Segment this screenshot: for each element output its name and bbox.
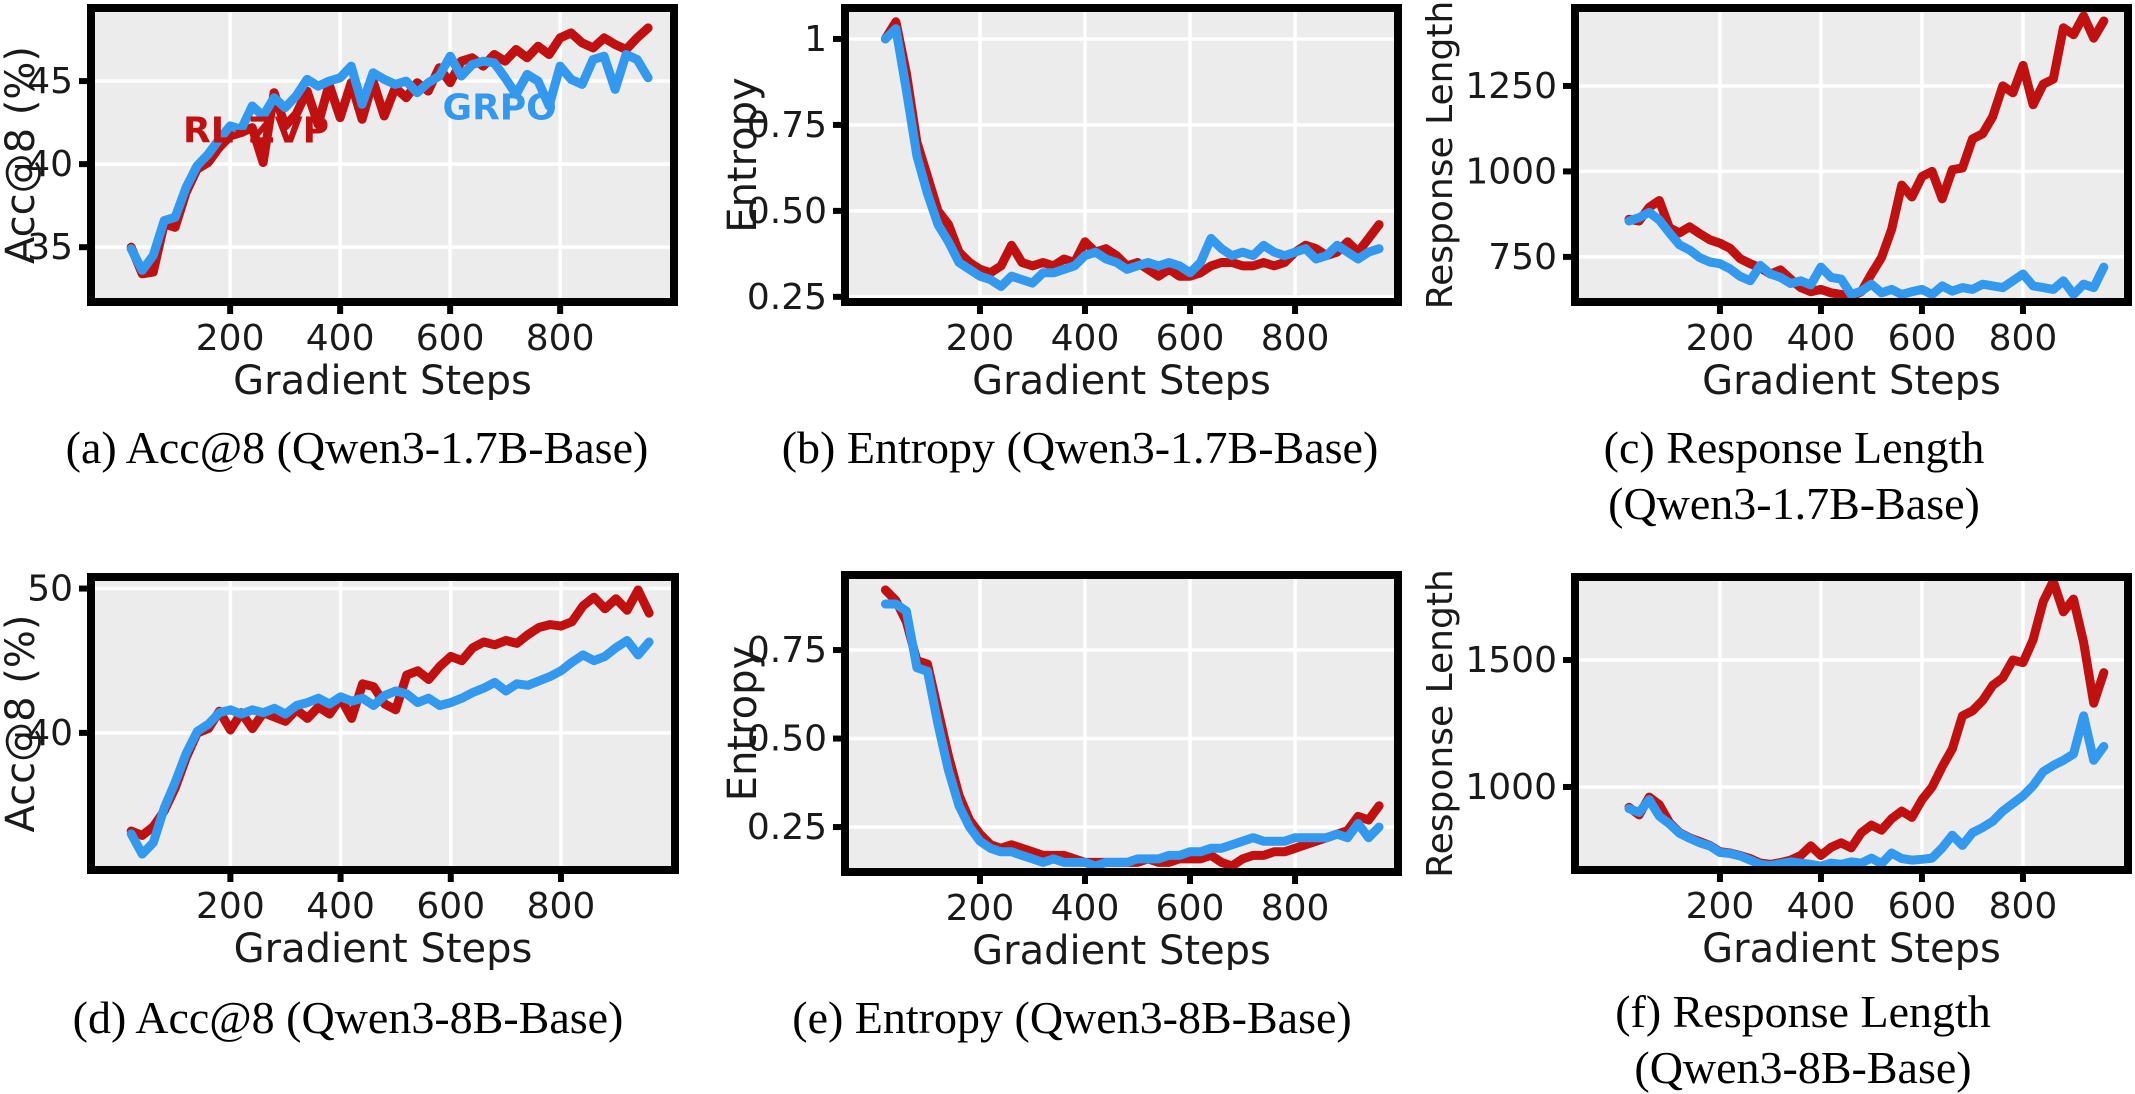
y-axis-label: Entropy <box>720 646 766 801</box>
series-line-grpo <box>880 24 1384 291</box>
tick-label-x: 600 <box>1888 886 1957 927</box>
x-axis-label: Gradient Steps <box>234 926 533 970</box>
tick-label-y: 40 <box>27 713 73 754</box>
tick-label-y: 0.50 <box>747 191 827 232</box>
tick-label-y: 1000 <box>1465 151 1557 192</box>
series-line-grpo <box>1624 207 2109 299</box>
caption-e: (e) Entropy (Qwen3-8B-Base) <box>792 992 1352 1043</box>
tick-label-x: 200 <box>196 886 265 927</box>
y-axis-label: Entropy <box>720 77 766 232</box>
plot-area <box>91 577 675 870</box>
y-axis-label: Acc@8 (%) <box>0 46 44 264</box>
tick-label-x: 400 <box>1787 318 1856 359</box>
tick-label-y: 1250 <box>1465 66 1557 107</box>
chart-acc8-qwen3-8b: 200 400 600 800 40 50 Gradient Steps Acc@8 (%) <box>0 569 679 970</box>
series-line-rl-zvp <box>126 23 653 279</box>
tick-label-x: 600 <box>1888 318 1957 359</box>
plot-border <box>87 4 678 306</box>
series-line-grpo <box>880 599 1384 871</box>
plot-border <box>1571 573 2132 874</box>
tick-label-y: 750 <box>1488 237 1557 278</box>
tick-label-x: 200 <box>1686 318 1755 359</box>
plot-area <box>1575 577 2128 870</box>
x-axis-label: Gradient Steps <box>233 358 532 400</box>
tick-label-y: 1 <box>804 19 827 60</box>
x-axis-label: Gradient Steps <box>1702 926 2001 970</box>
plot-border <box>87 573 679 874</box>
x-axis-label: Gradient Steps <box>972 358 1271 400</box>
series-line-grpo <box>1624 711 2109 870</box>
chart-entropy-qwen3-1.7b: 200 400 600 800 0.25 0.50 0.75 1 Gradient Steps E… <box>720 4 1402 400</box>
tick-label-y: 40 <box>27 144 73 185</box>
tick-label-x: 600 <box>1156 318 1225 359</box>
caption-d: (d) Acc@8 (Qwen3-8B-Base) <box>72 992 624 1043</box>
series-line-grpo <box>126 636 654 859</box>
plot-border <box>841 571 1402 876</box>
tick-label-y: 0.75 <box>747 105 827 146</box>
tick-label-x: 200 <box>946 888 1015 929</box>
plot-border <box>1571 4 2132 306</box>
x-axis-label: Gradient Steps <box>1702 358 2001 400</box>
series-label-grpo: GRPO <box>443 87 557 128</box>
tick-label-x: 800 <box>1989 886 2058 927</box>
tick-label-x: 600 <box>416 886 485 927</box>
tick-label-x: 800 <box>1261 318 1330 359</box>
x-axis-label: Gradient Steps <box>972 928 1271 970</box>
plot-area <box>1575 8 2128 302</box>
tick-label-x: 400 <box>1787 886 1856 927</box>
y-axis-label: Response Length <box>1420 1 1461 310</box>
tick-label-y: 50 <box>27 569 73 610</box>
tick-label-y: 45 <box>27 61 73 102</box>
tick-label-x: 400 <box>1051 888 1120 929</box>
y-axis-label: Acc@8 (%) <box>0 614 44 832</box>
chart-response-length-qwen3-1.7b: 200 400 600 800 750 1000 1250 Gradient Steps Res… <box>1420 1 2132 400</box>
tick-label-y: 0.25 <box>747 807 827 848</box>
tick-label-y: 1000 <box>1465 767 1557 808</box>
tick-label-y: 0.75 <box>747 630 827 671</box>
plot-border <box>841 4 1402 306</box>
tick-label-y: 35 <box>27 227 73 268</box>
tick-label-x: 400 <box>306 318 375 359</box>
series-label-rl-zvp: RL-ZVP <box>183 111 329 152</box>
tick-label-x: 400 <box>306 886 375 927</box>
chart-response-length-qwen3-8b: 200 400 600 800 1000 1500 Gradient Steps Respon… <box>1420 569 2132 970</box>
caption-a: (a) Acc@8 (Qwen3-1.7B-Base) <box>65 422 649 473</box>
tick-label-x: 800 <box>526 318 595 359</box>
tick-label-x: 600 <box>1156 888 1225 929</box>
chart-acc8-qwen3-1.7b: 200 400 600 800 35 40 45 Gradient Steps Acc@8 (%… <box>0 4 678 400</box>
tick-label-y: 0.25 <box>747 277 827 318</box>
tick-label-x: 800 <box>527 886 596 927</box>
tick-label-x: 400 <box>1051 318 1120 359</box>
plot-area <box>91 8 674 302</box>
caption-f: (f) Response Length (Qwen3-8B-Base) <box>1615 986 1991 1093</box>
caption-c: (c) Response Length (Qwen3-1.7B-Base) <box>1603 422 1985 529</box>
caption-b: (b) Entropy (Qwen3-1.7B-Base) <box>781 422 1379 473</box>
tick-label-y: 0.50 <box>747 719 827 760</box>
series-line-grpo <box>126 50 653 275</box>
tick-label-x: 200 <box>1686 886 1755 927</box>
tick-label-x: 800 <box>1261 888 1330 929</box>
tick-label-y: 1500 <box>1465 640 1557 681</box>
tick-label-x: 800 <box>1989 318 2058 359</box>
tick-label-x: 600 <box>416 318 485 359</box>
y-axis-label: Response Length <box>1420 569 1461 878</box>
tick-label-x: 200 <box>946 318 1015 359</box>
tick-label-x: 200 <box>196 318 265 359</box>
chart-entropy-qwen3-8b: 200 400 600 800 0.25 0.50 0.75 Gradient Steps En… <box>720 571 1402 970</box>
